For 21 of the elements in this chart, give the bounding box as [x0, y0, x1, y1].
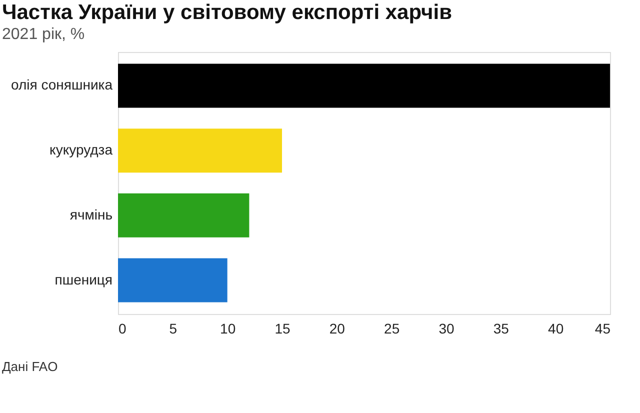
- bar: [118, 64, 610, 108]
- x-tick-label: 45: [594, 320, 611, 336]
- bar: [118, 193, 250, 238]
- x-tick-label: 40: [548, 320, 564, 336]
- y-tick-label: пшениця: [54, 271, 112, 288]
- chart-subtitle: 2021 рік, %: [2, 26, 85, 43]
- x-tick-label: 35: [493, 320, 510, 336]
- x-tick-label: 30: [438, 320, 454, 336]
- y-tick-label: олія соняшника: [11, 76, 113, 93]
- x-tick-label: 20: [329, 320, 346, 336]
- text: Дані FAO: [2, 359, 58, 374]
- bar: [118, 258, 228, 302]
- bar: [118, 128, 282, 173]
- x-tick-label: 0: [118, 320, 126, 336]
- y-tick-label: ячмінь: [70, 206, 112, 222]
- x-tick-label: 5: [169, 320, 178, 336]
- chart-title: Частка України у світовому експорті харчів: [2, 1, 452, 24]
- x-tick-label: 25: [384, 320, 400, 336]
- x-tick-label: 15: [274, 320, 290, 336]
- x-tick-label: 10: [220, 320, 236, 336]
- y-tick-label: кукурудза: [50, 142, 113, 158]
